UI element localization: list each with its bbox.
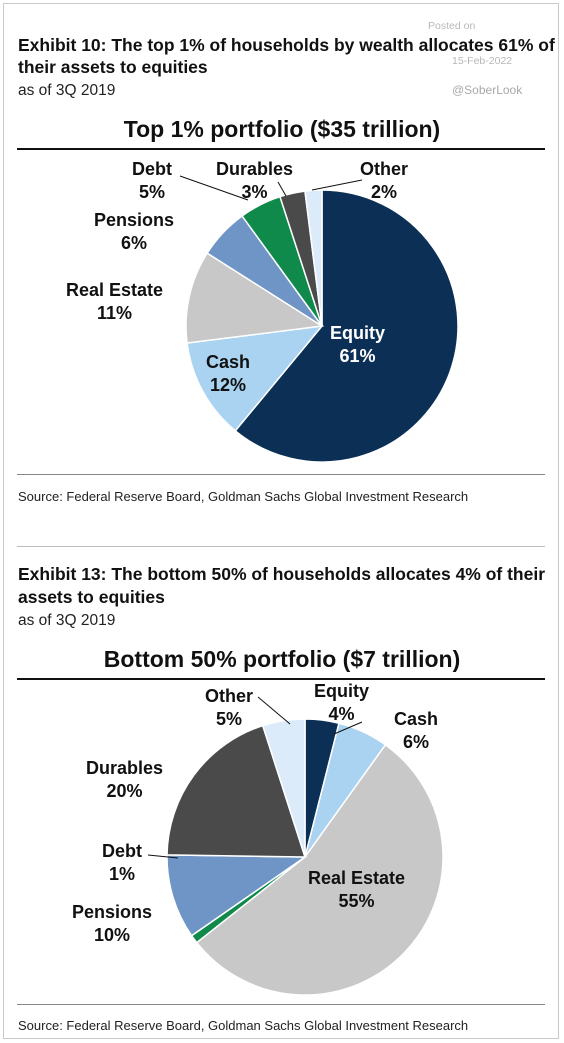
pie2-slice-other bbox=[261, 718, 306, 858]
watermark-handle: @SoberLook bbox=[452, 83, 523, 97]
exhibit-separator bbox=[17, 546, 545, 547]
pie2-label-pensions: Pensions 10% bbox=[72, 902, 153, 945]
pie1-label-real-estate: Real Estate 11% bbox=[66, 280, 164, 323]
pie2-slice-durables bbox=[166, 724, 307, 858]
figure-frame bbox=[3, 3, 559, 1039]
pie2-label-other: Other 5% bbox=[205, 686, 254, 729]
chart-2-bottom-rule bbox=[17, 1004, 545, 1005]
chart-2-title-rule bbox=[17, 678, 545, 680]
pie1-leader-line-2 bbox=[311, 179, 363, 191]
pie1-label-debt: Debt 5% bbox=[132, 159, 172, 202]
pie2-leader-line-2 bbox=[147, 854, 179, 859]
exhibit-10-title-line1: Exhibit 10: The top 1% of households by … bbox=[18, 35, 555, 55]
watermark-date: 15-Feb-2022 bbox=[452, 55, 513, 67]
exhibit-13-title-line1: Exhibit 13: The bottom 50% of households… bbox=[18, 564, 546, 584]
pie-chart-top-1pct bbox=[179, 175, 459, 463]
pie2-label-durables: Durables 20% bbox=[86, 758, 164, 801]
pie2-leader-line-1 bbox=[333, 721, 363, 735]
pie2-label-equity: Equity 4% bbox=[314, 681, 370, 724]
chart-1-title-rule bbox=[17, 148, 545, 150]
pie1-slice-equity bbox=[234, 189, 459, 463]
pie1-slice-other bbox=[304, 189, 323, 327]
pie2-slice-real-estate bbox=[195, 743, 444, 996]
exhibit-13-source: Source: Federal Reserve Board, Goldman S… bbox=[18, 1018, 469, 1033]
pie1-label-cash: Cash 12% bbox=[206, 352, 251, 395]
pie-chart-bottom-50pct bbox=[147, 696, 444, 996]
pie2-label-real-estate: Real Estate 55% bbox=[308, 868, 406, 911]
chart-1-bottom-rule bbox=[17, 474, 545, 475]
pie1-label-other: Other 2% bbox=[360, 159, 409, 202]
exhibit-13-subtitle: as of 3Q 2019 bbox=[18, 612, 116, 629]
exhibit-10-title-line2: their assets to equities bbox=[18, 57, 208, 77]
pie1-label-pensions: Pensions 6% bbox=[94, 210, 175, 253]
pie2-label-debt: Debt 1% bbox=[102, 841, 142, 884]
exhibit-10-source: Source: Federal Reserve Board, Goldman S… bbox=[18, 489, 469, 504]
pie1-slice-real-estate bbox=[185, 252, 325, 344]
pie1-label-durables: Durables 3% bbox=[216, 159, 294, 202]
pie1-slice-cash bbox=[186, 325, 324, 432]
chart-2-title: Bottom 50% portfolio ($7 trillion) bbox=[103, 646, 461, 672]
watermark-posted: Posted on bbox=[428, 20, 476, 32]
exhibit-10-subtitle: as of 3Q 2019 bbox=[18, 82, 116, 99]
pie2-leader-line-0 bbox=[257, 696, 291, 725]
pie1-leader-line-0 bbox=[179, 175, 249, 201]
pie1-label-equity: Equity 61% bbox=[330, 323, 386, 366]
exhibit-13-title-line2: assets to equities bbox=[18, 587, 165, 607]
chart-1-title: Top 1% portfolio ($35 trillion) bbox=[123, 116, 441, 142]
pie2-label-cash: Cash 6% bbox=[394, 709, 439, 752]
pie1-leader-line-1 bbox=[277, 181, 287, 197]
